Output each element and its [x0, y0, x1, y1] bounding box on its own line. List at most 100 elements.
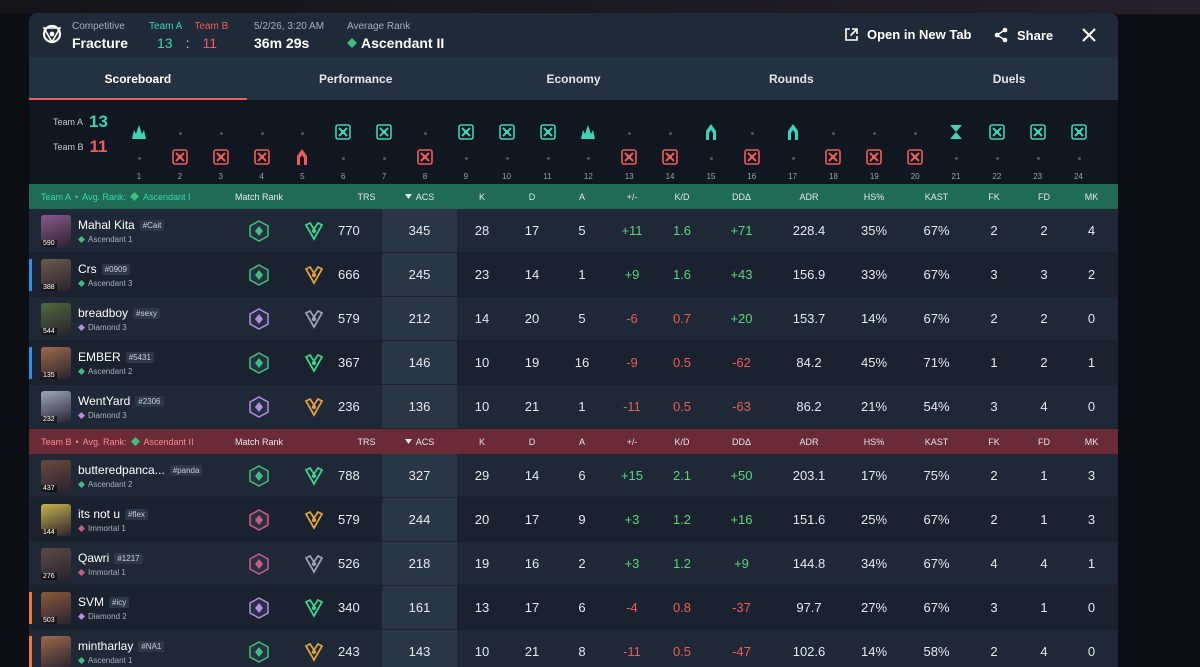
column-header-fk[interactable]: FK — [969, 429, 1019, 454]
player-name[interactable]: mintharlay — [78, 639, 134, 653]
round-11[interactable]: 11 — [537, 110, 559, 185]
tab-duels[interactable]: Duels — [992, 71, 1026, 86]
player-row[interactable]: 144 its not u #flex Immortal 1 579 244 20 17 9 +3… — [29, 498, 1118, 542]
column-header-dd[interactable]: DDΔ — [709, 184, 774, 209]
column-header-pm[interactable]: +/- — [607, 429, 657, 454]
column-header-kast[interactable]: KAST — [904, 429, 969, 454]
column-header-fd[interactable]: FD — [1019, 184, 1069, 209]
column-header-a[interactable]: A — [557, 184, 607, 209]
column-header-hs[interactable]: HS% — [844, 184, 904, 209]
player-row[interactable]: 135 EMBER #5431 Ascendant 2 367 146 10 19 16 -9 0.… — [29, 341, 1118, 385]
player-name[interactable]: SVM — [78, 595, 105, 609]
round-9[interactable]: 9 — [455, 110, 477, 185]
column-header-acs[interactable]: ACS — [382, 429, 457, 454]
round-16[interactable]: 16 — [741, 110, 763, 185]
column-header-fk[interactable]: FK — [969, 184, 1019, 209]
stat-value: 10 — [474, 355, 490, 370]
round-10[interactable]: 10 — [496, 110, 518, 185]
column-header-d[interactable]: D — [507, 184, 557, 209]
player-row[interactable]: 503 SVM #icy Diamond 2 340 161 13 17 6 -4 0.8 -37 97… — [29, 586, 1118, 630]
player-cell[interactable]: 437 butteredpanca... #panda Ascendant 2 — [41, 458, 203, 494]
player-cell[interactable]: 388 Crs #0909 Ascendant 3 — [41, 257, 132, 293]
round-1[interactable]: 1 — [128, 110, 150, 185]
column-header-dd[interactable]: DDΔ — [709, 429, 774, 454]
player-cell[interactable]: 232 WentYard #2306 Diamond 3 — [41, 389, 164, 425]
column-header-label: D — [528, 191, 536, 202]
round-24[interactable]: 24 — [1068, 110, 1090, 185]
round-14[interactable]: 14 — [659, 110, 681, 185]
player-name[interactable]: Crs — [78, 262, 97, 276]
round-8[interactable]: 8 — [414, 110, 436, 185]
round-5[interactable]: 5 — [291, 110, 313, 185]
round-18[interactable]: 18 — [822, 110, 844, 185]
column-header-mk[interactable]: MK — [1069, 184, 1114, 209]
player-name[interactable]: its not u — [78, 507, 121, 521]
player-cell[interactable]: 503 SVM #icy Diamond 2 — [41, 590, 130, 626]
round-6[interactable]: 6 — [332, 110, 354, 185]
stat-k: 29 — [457, 454, 507, 497]
player-row[interactable]: 276 Qawri #1217 Immortal 1 526 218 19 16 2 +3 1.2 +… — [29, 542, 1118, 586]
column-header-k[interactable]: K — [457, 429, 507, 454]
player-name[interactable]: Qawri — [78, 551, 110, 565]
player-cell[interactable]: mintharlay #NA1 Ascendant 1 — [41, 634, 165, 667]
round-17[interactable]: 17 — [782, 110, 804, 185]
column-header-hs[interactable]: HS% — [844, 429, 904, 454]
tab-economy[interactable]: Economy — [546, 71, 601, 86]
round-number: 13 — [624, 172, 634, 181]
player-cell[interactable]: 276 Qawri #1217 Immortal 1 — [41, 546, 143, 582]
stat-value: 153.7 — [792, 311, 826, 326]
round-3[interactable]: 3 — [210, 110, 232, 185]
player-name[interactable]: breadboy — [78, 306, 129, 320]
column-header-kd[interactable]: K/D — [657, 429, 707, 454]
tab-scoreboard[interactable]: Scoreboard — [29, 57, 247, 100]
player-row[interactable]: 388 Crs #0909 Ascendant 3 666 245 23 14 1 +9 1.6 +4… — [29, 253, 1118, 297]
player-cell[interactable]: 544 breadboy #sexy Diamond 3 — [41, 301, 160, 337]
column-header-k[interactable]: K — [457, 184, 507, 209]
rank-icon — [78, 324, 85, 331]
player-name[interactable]: EMBER — [78, 350, 121, 364]
player-cell[interactable]: 135 EMBER #5431 Ascendant 2 — [41, 345, 154, 381]
round-21[interactable]: 21 — [945, 110, 967, 185]
player-row[interactable]: 437 butteredpanca... #panda Ascendant 2 788 3… — [29, 454, 1118, 498]
share-button[interactable]: Share — [993, 27, 1053, 43]
player-cell[interactable]: 144 its not u #flex Immortal 1 — [41, 502, 148, 538]
column-header-mk[interactable]: MK — [1069, 429, 1114, 454]
round-23[interactable]: 23 — [1027, 110, 1049, 185]
column-header-kast[interactable]: KAST — [904, 184, 969, 209]
round-13[interactable]: 13 — [618, 110, 640, 185]
match-rank-cell — [229, 542, 289, 585]
player-row[interactable]: 544 breadboy #sexy Diamond 3 579 212 14 20 5 -6 0.… — [29, 297, 1118, 341]
tab-performance[interactable]: Performance — [319, 71, 393, 86]
column-header-d[interactable]: D — [507, 429, 557, 454]
round-19[interactable]: 19 — [863, 110, 885, 185]
stat-value: 21 — [524, 644, 540, 659]
column-header-match-rank[interactable]: Match Rank — [234, 191, 284, 202]
player-name[interactable]: WentYard — [78, 394, 131, 408]
round-22[interactable]: 22 — [986, 110, 1008, 185]
round-12[interactable]: 12 — [577, 110, 599, 185]
tab-rounds[interactable]: Rounds — [768, 71, 814, 86]
column-header-kd[interactable]: K/D — [657, 184, 707, 209]
player-name[interactable]: butteredpanca... — [78, 463, 165, 477]
player-row[interactable]: 232 WentYard #2306 Diamond 3 236 136 10 21 1 -11 0… — [29, 385, 1118, 429]
round-4[interactable]: 4 — [251, 110, 273, 185]
column-header-fd[interactable]: FD — [1019, 429, 1069, 454]
column-header-trs[interactable]: TRS — [339, 184, 394, 209]
column-header-adr[interactable]: ADR — [774, 184, 844, 209]
round-7[interactable]: 7 — [373, 110, 395, 185]
column-header-match-rank[interactable]: Match Rank — [234, 436, 284, 447]
column-header-a[interactable]: A — [557, 429, 607, 454]
player-row[interactable]: mintharlay #NA1 Ascendant 1 243 143 10 21 8 -11 0… — [29, 630, 1118, 667]
round-15[interactable]: 15 — [700, 110, 722, 185]
close-icon[interactable] — [1080, 26, 1098, 44]
column-header-trs[interactable]: TRS — [339, 429, 394, 454]
player-name[interactable]: Mahal Kita — [78, 218, 135, 232]
open-new-tab-button[interactable]: Open in New Tab — [844, 27, 972, 42]
round-2[interactable]: 2 — [169, 110, 191, 185]
column-header-pm[interactable]: +/- — [607, 184, 657, 209]
player-row[interactable]: 590 Mahal Kita #Cait Ascendant 1 770 345 28 17 5… — [29, 209, 1118, 253]
player-cell[interactable]: 590 Mahal Kita #Cait Ascendant 1 — [41, 213, 165, 249]
column-header-adr[interactable]: ADR — [774, 429, 844, 454]
column-header-acs[interactable]: ACS — [382, 184, 457, 209]
round-20[interactable]: 20 — [904, 110, 926, 185]
